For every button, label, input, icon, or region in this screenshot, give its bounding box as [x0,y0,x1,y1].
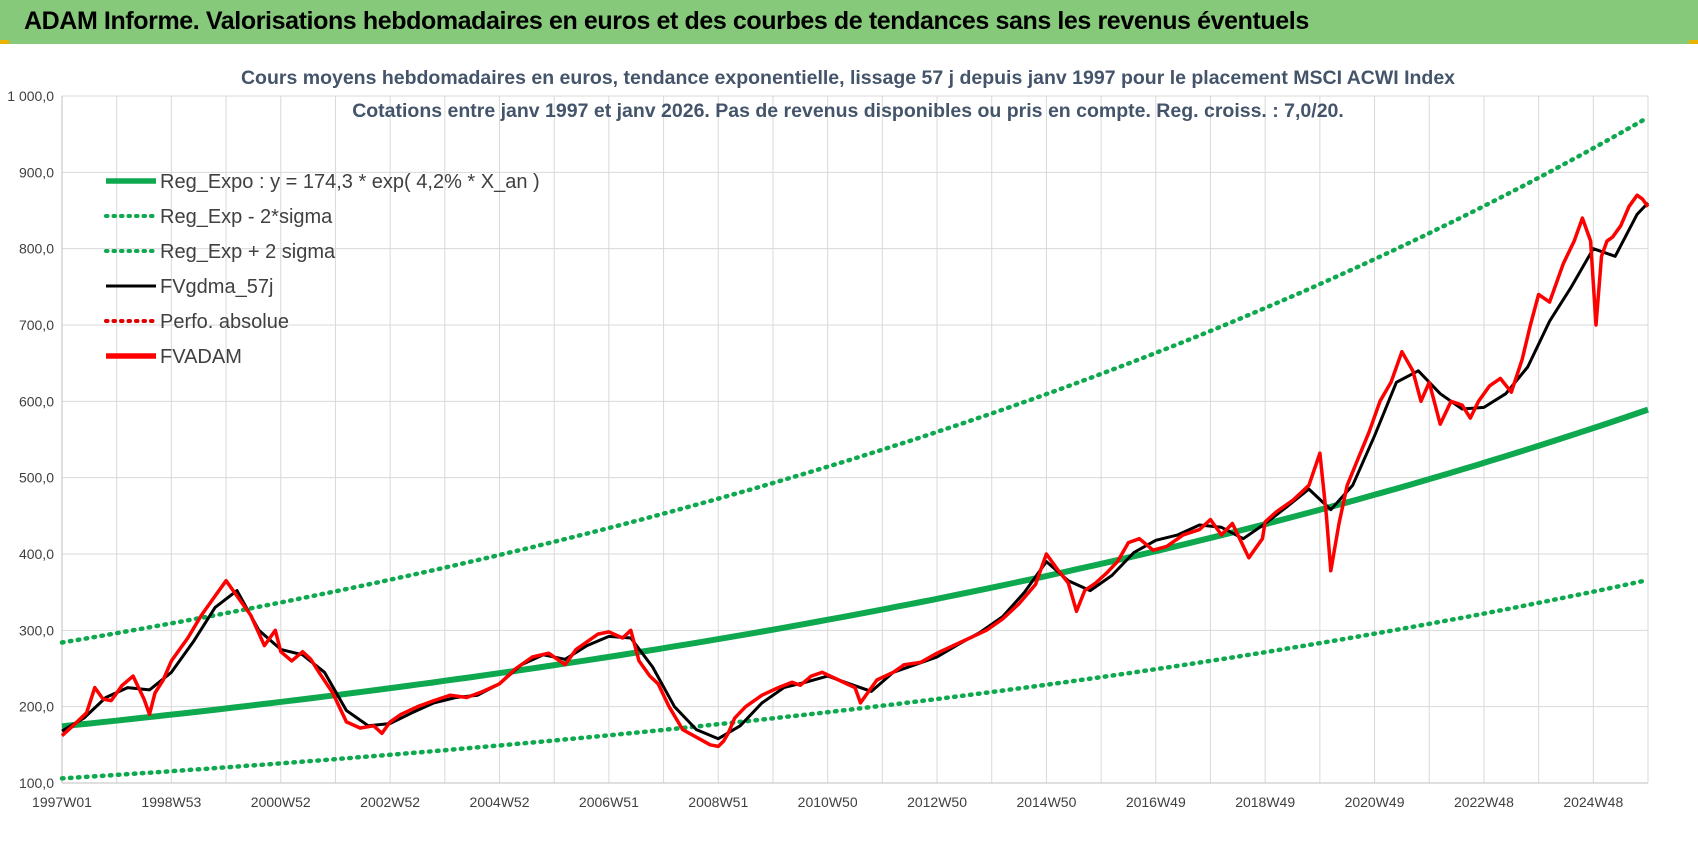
chart-title-line-1: Cours moyens hebdomadaires en euros, ten… [241,67,1455,89]
series-reg-exp-minus-2-sigma [59,577,1651,781]
legend-label: Perfo. absolue [160,311,289,333]
x-tick-label: 2014W50 [1016,794,1076,810]
y-tick-label: 600,0 [19,393,54,409]
chart-title-line-2: Cotations entre janv 1997 et janv 2026. … [352,100,1344,122]
chart-background [0,44,1698,848]
corner-mark-right [1689,40,1698,47]
x-tick-label: 2022W48 [1454,794,1514,810]
x-tick-label: 2002W52 [360,794,420,810]
x-tick-label: 2006W51 [579,794,639,810]
series-reg-expo [61,406,1649,730]
y-tick-label: 400,0 [19,546,54,562]
legend-label: FVgdma_57j [160,276,273,298]
x-tick-label: 2008W51 [688,794,748,810]
x-tick-label: 2012W50 [907,794,967,810]
chart: 100,0 200,0 300,0 400,0 500,0 600,0 700,0 800,0… [0,44,1698,848]
series-fvadam [60,193,1650,749]
y-tick-label: 200,0 [19,699,54,715]
legend-label: Reg_Expo : y = 174,3 * exp( 4,2% * X_an … [160,171,540,193]
legend: Reg_Expo : y = 174,3 * exp( 4,2% * X_an … [104,171,540,368]
x-tick-label: 2020W49 [1345,794,1405,810]
legend-label: FVADAM [160,346,242,368]
legend-label: Reg_Exp + 2 sigma [160,241,336,263]
x-tick-label: 2018W49 [1235,794,1295,810]
y-tick-label: 1 000,0 [7,88,54,104]
y-tick-label: 500,0 [19,470,54,486]
y-tick-label: 700,0 [19,317,54,333]
series-fvgdma-57j [61,201,1650,741]
y-tick-label: 900,0 [19,164,54,180]
series [59,115,1651,781]
x-tick-label: 2024W48 [1563,794,1623,810]
x-tick-label: 1997W01 [32,794,92,810]
corner-mark-left [0,40,9,47]
y-tick-label: 800,0 [19,241,54,257]
x-tick-label: 1998W53 [141,794,201,810]
y-tick-label: 300,0 [19,622,54,638]
grid [61,95,1649,784]
report-title-bar: ADAM Informe. Valorisations hebdomadaire… [0,0,1698,45]
legend-label: Reg_Exp - 2*sigma [160,206,333,228]
x-tick-label: 2000W52 [251,794,311,810]
x-tick-label: 2010W50 [798,794,858,810]
axes: 100,0 200,0 300,0 400,0 500,0 600,0 700,0 800,0… [7,88,1648,810]
y-tick-label: 100,0 [19,775,54,791]
x-tick-label: 2004W52 [470,794,530,810]
x-tick-label: 2016W49 [1126,794,1186,810]
series-reg-exp-plus-2-sigma [59,115,1651,645]
report-title: ADAM Informe. Valorisations hebdomadaire… [24,7,1309,35]
